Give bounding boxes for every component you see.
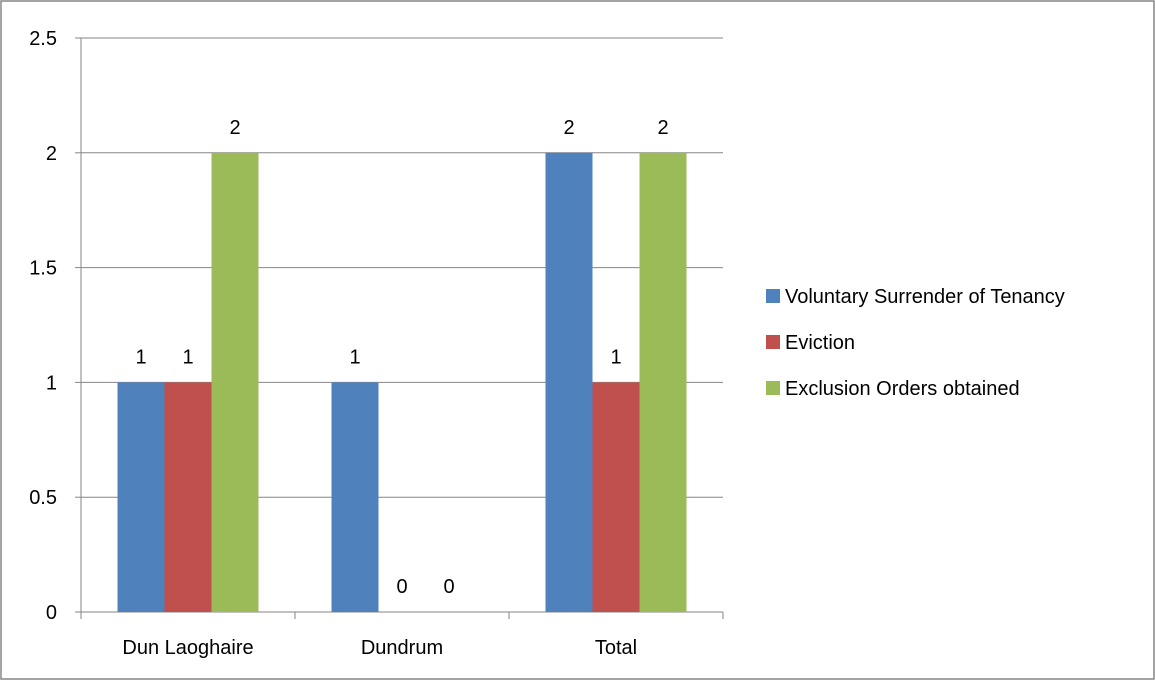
- x-category-label: Dun Laoghaire: [122, 637, 253, 659]
- x-category-label: Total: [595, 637, 637, 659]
- data-label: 0: [443, 576, 454, 598]
- data-label: 1: [135, 346, 146, 368]
- data-label: 2: [563, 117, 574, 139]
- data-label: 1: [610, 346, 621, 368]
- legend-label: Voluntary Surrender of Tenancy: [785, 286, 1065, 308]
- y-tick-label: 1: [46, 372, 57, 394]
- y-tick-label: 0.5: [29, 487, 57, 509]
- legend-swatch: [766, 335, 780, 349]
- bar: [545, 152, 593, 613]
- bar: [331, 382, 379, 612]
- data-labels: 1 1 2 1 0 0 2 1 2: [135, 117, 668, 598]
- legend-label: Eviction: [785, 332, 855, 354]
- legend: Voluntary Surrender of Tenancy Eviction Ex…: [766, 286, 1065, 400]
- y-tick-label: 0: [46, 602, 57, 624]
- x-category-label: Dundrum: [361, 637, 443, 659]
- y-tick-label: 2: [46, 143, 57, 165]
- bar: [117, 382, 165, 612]
- data-label: 1: [349, 346, 360, 368]
- y-tick-label: 2.5: [29, 28, 57, 50]
- bar: [592, 382, 640, 612]
- bar: [639, 152, 687, 613]
- y-tick-label: 1.5: [29, 258, 57, 280]
- bar: [211, 152, 259, 613]
- legend-swatch: [766, 289, 780, 303]
- data-label: 1: [182, 346, 193, 368]
- legend-swatch: [766, 381, 780, 395]
- data-label: 0: [396, 576, 407, 598]
- bars: [117, 152, 687, 613]
- bar: [164, 382, 212, 612]
- legend-label: Exclusion Orders obtained: [785, 378, 1020, 400]
- data-label: 2: [657, 117, 668, 139]
- data-label: 2: [229, 117, 240, 139]
